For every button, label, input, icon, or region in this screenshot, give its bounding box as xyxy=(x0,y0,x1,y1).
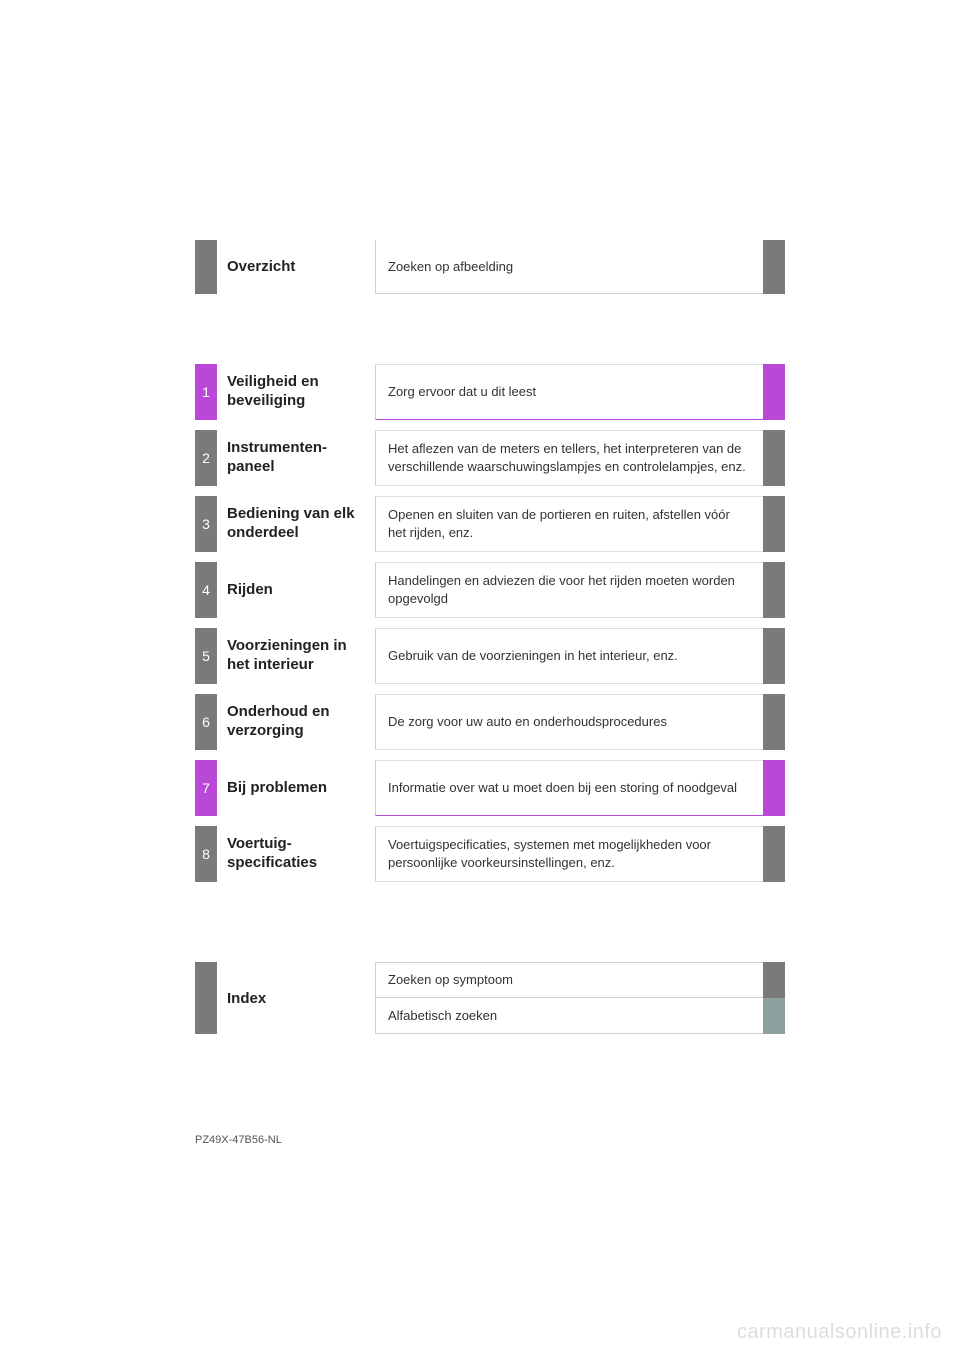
chapter-number: 1 xyxy=(195,364,217,420)
chapter-tab-right xyxy=(763,826,785,882)
index-tab-right xyxy=(763,962,785,998)
overview-tab-left xyxy=(195,240,217,294)
row-gap xyxy=(195,750,785,760)
row-gap xyxy=(195,552,785,562)
chapter-tab-right xyxy=(763,430,785,486)
chapter-number: 3 xyxy=(195,496,217,552)
chapter-tab-right xyxy=(763,364,785,420)
index-rows: Zoeken op symptoom Alfabetisch zoeken xyxy=(375,962,785,1034)
row-gap xyxy=(195,816,785,826)
chapter-desc: Informatie over wat u moet doen bij een … xyxy=(375,760,763,816)
chapter-tab-right xyxy=(763,496,785,552)
overview-tab-right xyxy=(763,240,785,294)
chapter-row: 4 Rijden Handelingen en adviezen die voo… xyxy=(195,562,785,618)
chapter-desc: Het aflezen van de meters en tellers, he… xyxy=(375,430,763,486)
index-group: Index Zoeken op symptoom Alfabetisch zoe… xyxy=(195,962,785,1034)
row-gap xyxy=(195,486,785,496)
chapter-title: Instrumenten-paneel xyxy=(217,430,375,486)
chapter-tab-right xyxy=(763,562,785,618)
chapter-row: 2 Instrumenten-paneel Het aflezen van de… xyxy=(195,430,785,486)
chapter-row: 6 Onderhoud en verzorging De zorg voor u… xyxy=(195,694,785,750)
chapter-row: 1 Veiligheid en beveiliging Zorg ervoor … xyxy=(195,364,785,420)
index-tab-right xyxy=(763,998,785,1034)
index-desc: Alfabetisch zoeken xyxy=(375,998,763,1034)
overview-title: Overzicht xyxy=(217,240,375,294)
chapter-number: 2 xyxy=(195,430,217,486)
chapter-desc: Openen en sluiten van de portieren en ru… xyxy=(375,496,763,552)
row-gap xyxy=(195,618,785,628)
chapter-row: 8 Voertuig-specificaties Voertuigspecifi… xyxy=(195,826,785,882)
chapter-number: 7 xyxy=(195,760,217,816)
chapter-row: 5 Voorzieningen in het interieur Gebruik… xyxy=(195,628,785,684)
chapter-title: Voorzieningen in het interieur xyxy=(217,628,375,684)
index-row: Alfabetisch zoeken xyxy=(375,998,785,1034)
chapter-title: Rijden xyxy=(217,562,375,618)
chapter-number: 5 xyxy=(195,628,217,684)
index-row: Zoeken op symptoom xyxy=(375,962,785,998)
chapter-tab-right xyxy=(763,694,785,750)
chapter-desc: Zorg ervoor dat u dit leest xyxy=(375,364,763,420)
overview-row: Overzicht Zoeken op afbeelding xyxy=(195,240,785,294)
chapter-number: 6 xyxy=(195,694,217,750)
chapter-title: Bediening van elk onderdeel xyxy=(217,496,375,552)
chapter-tab-right xyxy=(763,628,785,684)
chapter-title: Onderhoud en verzorging xyxy=(217,694,375,750)
index-desc: Zoeken op symptoom xyxy=(375,962,763,998)
chapter-number: 4 xyxy=(195,562,217,618)
chapters-list: 1 Veiligheid en beveiliging Zorg ervoor … xyxy=(195,364,785,882)
overview-desc: Zoeken op afbeelding xyxy=(375,240,763,294)
document-code: PZ49X-47B56-NL xyxy=(195,1134,785,1146)
row-gap xyxy=(195,684,785,694)
index-tab-left xyxy=(195,962,217,1034)
chapter-row: 3 Bediening van elk onderdeel Openen en … xyxy=(195,496,785,552)
chapter-title: Voertuig-specificaties xyxy=(217,826,375,882)
chapter-title: Veiligheid en beveiliging xyxy=(217,364,375,420)
row-gap xyxy=(195,420,785,430)
chapter-tab-right xyxy=(763,760,785,816)
chapter-desc: Handelingen en adviezen die voor het rij… xyxy=(375,562,763,618)
index-title: Index xyxy=(217,962,375,1034)
chapter-desc: Gebruik van de voorzieningen in het inte… xyxy=(375,628,763,684)
watermark-text: carmanualsonline.info xyxy=(737,1321,942,1344)
toc-page: Overzicht Zoeken op afbeelding 1 Veiligh… xyxy=(195,240,785,1146)
chapter-row: 7 Bij problemen Informatie over wat u mo… xyxy=(195,760,785,816)
chapter-number: 8 xyxy=(195,826,217,882)
chapter-desc: De zorg voor uw auto en onderhoudsproced… xyxy=(375,694,763,750)
chapter-title: Bij problemen xyxy=(217,760,375,816)
chapter-desc: Voertuigspecificaties, systemen met moge… xyxy=(375,826,763,882)
